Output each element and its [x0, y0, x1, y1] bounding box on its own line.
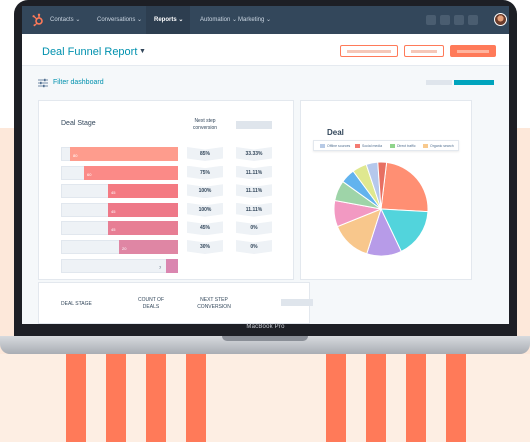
cumulative-conversion-value: 11.11%	[236, 165, 272, 180]
pie-chart	[333, 161, 429, 257]
next-step-conversion-value: 85%	[187, 147, 223, 161]
device-label: MacBook Pro	[246, 324, 285, 330]
nav-active-highlight	[146, 6, 190, 34]
laptop-base-notch	[222, 336, 308, 341]
nav-item-conversations[interactable]: Conversations ⌄	[97, 17, 143, 23]
funnel-stage-bar[interactable]: 45	[61, 202, 178, 217]
decorative-stripe	[406, 354, 426, 442]
nav-item-reports[interactable]: Reports ⌄	[154, 17, 184, 23]
decorative-stripe	[366, 354, 386, 442]
pie-legend: Offline sources Social media Direct traffi…	[313, 140, 459, 151]
pie-slice[interactable]	[377, 161, 388, 210]
nav-utility-icon[interactable]	[426, 15, 436, 25]
decorative-stripe	[326, 354, 346, 442]
funnel-stage-value: 45	[111, 227, 116, 233]
header-primary-button[interactable]	[450, 45, 496, 57]
cumulative-conversion-value: 11.11%	[236, 184, 272, 199]
funnel-stage-bar[interactable]: 60	[61, 165, 178, 180]
hubspot-logo-icon[interactable]	[31, 13, 45, 27]
decorative-stripe	[66, 354, 86, 442]
nav-item-contacts[interactable]: Contacts ⌄	[50, 17, 81, 23]
next-step-conversion-value: 100%	[187, 184, 223, 199]
funnel-stage-value: 45	[111, 208, 116, 214]
page-title: Deal Funnel Report	[42, 46, 138, 58]
funnel-stage-fill	[108, 184, 178, 199]
next-step-conversion-value: 100%	[187, 202, 223, 217]
next-step-conversion-header: Next step conversion	[192, 118, 218, 131]
legend-swatch	[355, 144, 360, 149]
column-header-placeholder	[236, 121, 272, 129]
funnel-stage-bar[interactable]: 20	[61, 240, 178, 254]
funnel-stage-value: 45	[111, 190, 116, 196]
legend-label: Organic search	[430, 144, 454, 148]
header-action-button[interactable]	[340, 45, 398, 57]
next-step-conversion-value: 75%	[187, 165, 223, 180]
nav-utility-icon[interactable]	[454, 15, 464, 25]
deal-funnel-card: Deal Stage Next step conversion 80 85% 33.3…	[38, 100, 294, 280]
decorative-stripe	[106, 354, 126, 442]
funnel-stage-fill	[108, 221, 178, 236]
table-header-next-step-conversion: NEXT STEP CONVERSION	[197, 297, 231, 310]
pie-title: Deal	[327, 128, 344, 137]
cumulative-conversion-value: 0%	[236, 221, 272, 236]
funnel-stage-fill	[84, 165, 178, 180]
legend-swatch	[423, 144, 428, 149]
decorative-stripe	[146, 354, 166, 442]
deal-pie-card: Deal Offline sources Social media Direct t…	[300, 100, 472, 280]
funnel-stage-fill	[119, 240, 178, 254]
nav-utility-icon[interactable]	[440, 15, 450, 25]
pie-slice[interactable]	[380, 208, 429, 253]
funnel-stage-value: 80	[73, 153, 78, 158]
header-action-button[interactable]	[404, 45, 444, 57]
funnel-stage-bar[interactable]: 7	[61, 258, 178, 273]
user-avatar[interactable]	[494, 13, 507, 26]
chevron-down-icon[interactable]: ▼	[139, 48, 146, 55]
funnel-stage-fill	[70, 147, 178, 161]
funnel-stage-value: 20	[122, 246, 127, 251]
funnel-stage-bar[interactable]: 45	[61, 221, 178, 236]
nav-item-marketing[interactable]: Marketing ⌄	[238, 17, 272, 23]
legend-label: Social media	[362, 144, 383, 148]
funnel-stage-fill	[108, 202, 178, 217]
laptop-bezel: Contacts ⌄ Conversations ⌄ Reports ⌄ Aut…	[14, 0, 517, 338]
laptop-base	[0, 336, 530, 354]
next-step-conversion-value: 30%	[187, 240, 223, 254]
top-navigation-bar: Contacts ⌄ Conversations ⌄ Reports ⌄ Aut…	[22, 6, 509, 34]
legend-item[interactable]: Organic search	[423, 144, 454, 149]
decorative-stripe	[446, 354, 466, 442]
nav-utility-icon[interactable]	[468, 15, 478, 25]
table-header-placeholder	[281, 299, 313, 306]
legend-item[interactable]: Social media	[355, 144, 383, 149]
filter-dashboard-link[interactable]: Filter dashboard	[53, 79, 104, 86]
legend-label: Direct traffic	[397, 144, 416, 148]
funnel-stage-value: 60	[87, 171, 92, 177]
date-range-control[interactable]	[426, 80, 452, 85]
pie-slice[interactable]	[380, 161, 429, 213]
nav-item-automation[interactable]: Automation ⌄	[200, 17, 238, 23]
legend-item[interactable]: Direct traffic	[390, 144, 416, 149]
background-floor	[0, 354, 530, 442]
funnel-stage-value: 7	[159, 264, 162, 270]
funnel-title: Deal Stage	[61, 120, 96, 127]
laptop-screen: Contacts ⌄ Conversations ⌄ Reports ⌄ Aut…	[22, 6, 509, 324]
sliders-icon[interactable]	[38, 78, 48, 88]
legend-label: Offline sources	[327, 144, 351, 148]
funnel-stage-fill	[166, 258, 178, 273]
table-header-deal-stage: DEAL STAGE	[61, 301, 92, 307]
table-header-count-of-deals: COUNT OF DEALS	[137, 297, 165, 310]
page-header: Deal Funnel Report ▼	[22, 34, 509, 66]
cumulative-conversion-value: 11.11%	[236, 202, 272, 217]
funnel-stage-bar[interactable]: 80	[61, 147, 178, 161]
funnel-stage-bar[interactable]: 45	[61, 184, 178, 199]
legend-swatch	[320, 144, 325, 149]
cumulative-conversion-value: 0%	[236, 240, 272, 254]
date-range-control-active[interactable]	[454, 80, 494, 85]
deal-table-card: DEAL STAGE COUNT OF DEALS NEXT STEP CONVER…	[38, 282, 313, 324]
legend-item[interactable]: Offline sources	[320, 144, 351, 149]
legend-swatch	[390, 144, 395, 149]
next-step-conversion-value: 45%	[187, 221, 223, 236]
decorative-stripe	[186, 354, 206, 442]
cumulative-conversion-value: 33.33%	[236, 147, 272, 161]
